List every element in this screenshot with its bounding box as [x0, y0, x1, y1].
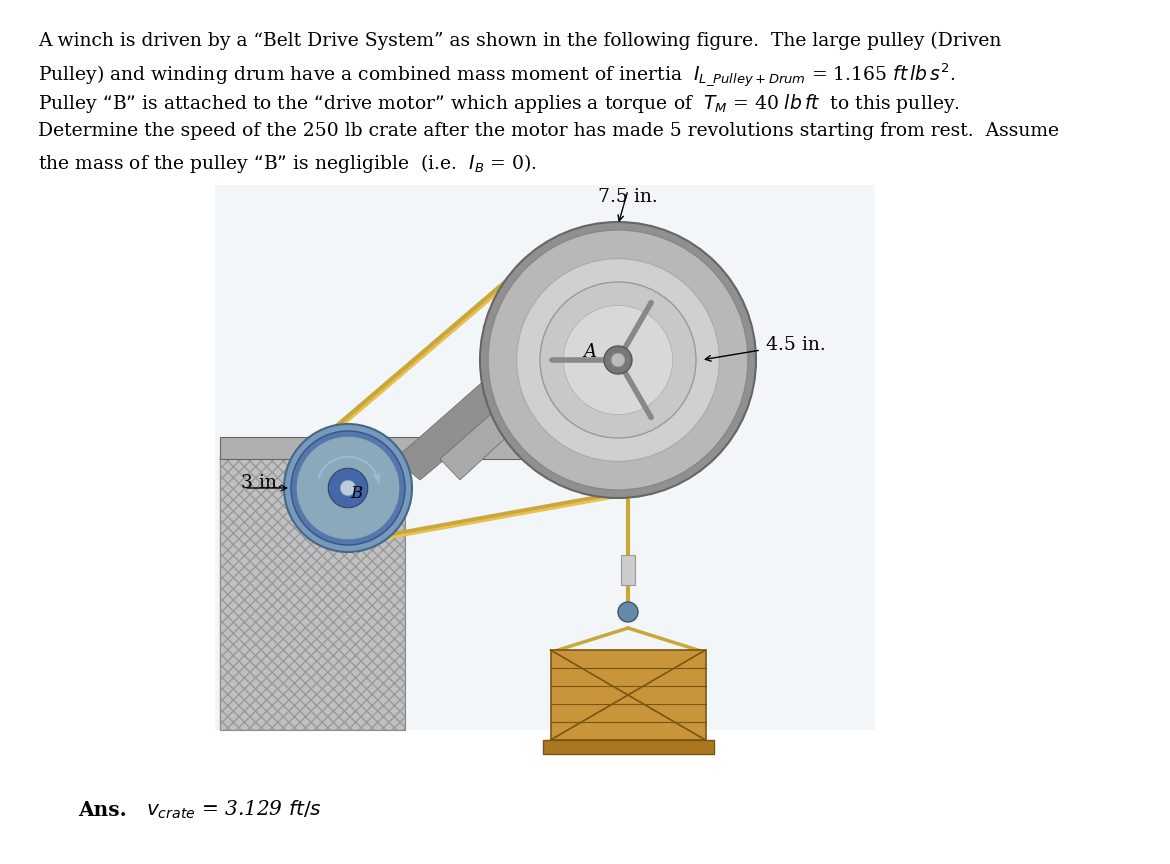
Circle shape	[541, 282, 696, 438]
Text: 3 in.: 3 in.	[241, 474, 283, 492]
Circle shape	[291, 431, 405, 545]
Polygon shape	[440, 340, 590, 480]
Bar	[543, 740, 714, 754]
Text: Pulley) and winding drum have a combined mass moment of inertia  $I_{L\_Pulley+D: Pulley) and winding drum have a combined…	[37, 62, 956, 89]
Text: 4.5 in.: 4.5 in.	[766, 336, 826, 354]
Text: B: B	[350, 485, 363, 501]
Circle shape	[564, 305, 673, 415]
Circle shape	[329, 468, 367, 508]
Bar	[220, 455, 405, 730]
Text: Ans.: Ans.	[78, 800, 126, 820]
Text: $v_{crate}$ = 3.129 $ft/s$: $v_{crate}$ = 3.129 $ft/s$	[146, 799, 322, 821]
Text: A: A	[584, 343, 597, 361]
Text: Determine the speed of the 250 lb crate after the motor has made 5 revolutions s: Determine the speed of the 250 lb crate …	[37, 122, 1059, 140]
FancyBboxPatch shape	[215, 185, 875, 730]
Polygon shape	[395, 340, 558, 480]
Bar	[220, 437, 600, 459]
Circle shape	[618, 602, 638, 622]
Text: the mass of the pulley “B” is negligible  (i.e.  $I_B$ = 0).: the mass of the pulley “B” is negligible…	[37, 152, 537, 175]
Circle shape	[604, 346, 632, 374]
Bar	[220, 455, 405, 730]
Bar	[621, 555, 635, 585]
Circle shape	[480, 222, 756, 498]
Circle shape	[284, 424, 412, 552]
Circle shape	[611, 353, 625, 367]
Circle shape	[340, 480, 356, 496]
Circle shape	[296, 436, 400, 540]
Text: A winch is driven by a “Belt Drive System” as shown in the following figure.  Th: A winch is driven by a “Belt Drive Syste…	[37, 32, 1002, 50]
Text: 7.5 in.: 7.5 in.	[598, 188, 658, 206]
Circle shape	[488, 230, 748, 490]
Text: Pulley “B” is attached to the “drive motor” which applies a torque of  $T_M$ = 4: Pulley “B” is attached to the “drive mot…	[37, 92, 959, 115]
Bar	[551, 650, 706, 740]
Circle shape	[517, 258, 720, 461]
